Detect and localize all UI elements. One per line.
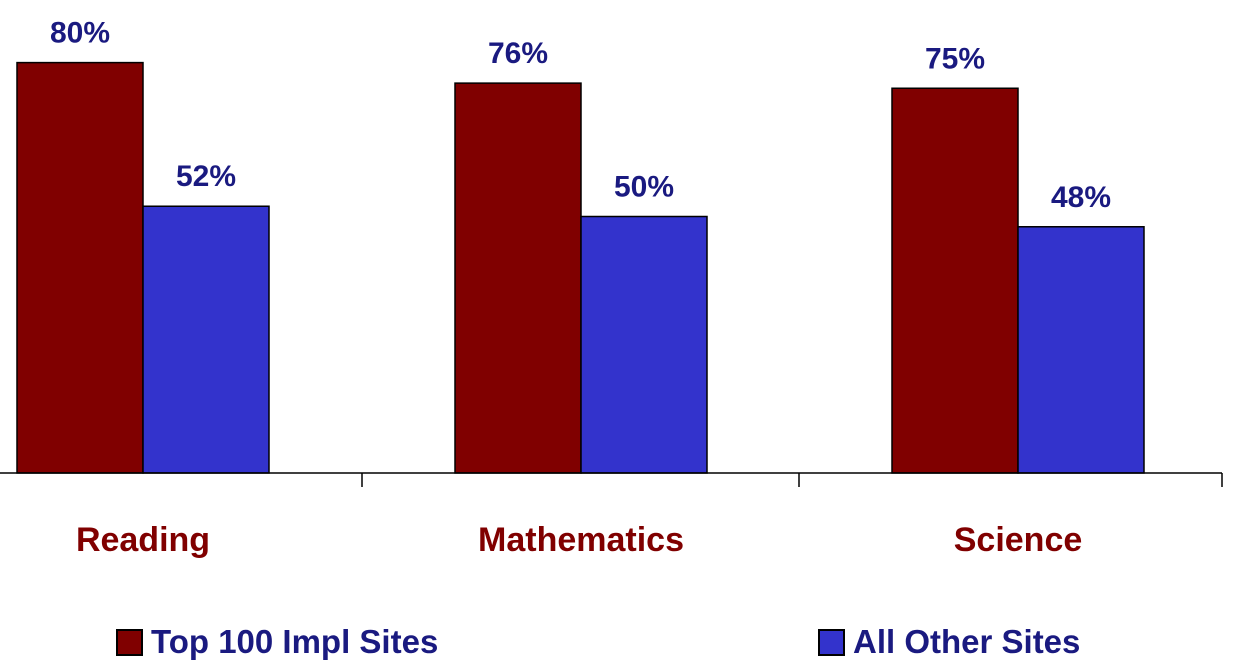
data-label-reading-all-other: 52% (176, 160, 236, 193)
category-label-mathematics: Mathematics (478, 521, 684, 559)
bar-reading-top-100 (16, 61, 144, 474)
legend-label-top-100: Top 100 Impl Sites (151, 623, 439, 660)
data-label-reading-top-100: 80% (50, 17, 110, 50)
legend-swatch-top-100 (116, 628, 143, 656)
legend-item-all-other: All Other Sites (818, 620, 1080, 664)
category-label-reading: Reading (76, 521, 210, 559)
category-label-science: Science (954, 521, 1083, 559)
data-label-science-top-100: 75% (925, 42, 985, 75)
data-label-mathematics-top-100: 76% (488, 37, 548, 70)
bar-science-all-other (1017, 226, 1145, 474)
legend-item-top-100: Top 100 Impl Sites (116, 620, 438, 664)
bar-reading-all-other (142, 205, 270, 474)
data-label-science-all-other: 48% (1051, 181, 1111, 214)
data-label-mathematics-all-other: 50% (614, 171, 674, 204)
bar-mathematics-all-other (580, 215, 708, 474)
bar-mathematics-top-100 (454, 82, 582, 474)
legend-label-all-other: All Other Sites (853, 623, 1081, 660)
bar-science-top-100 (891, 87, 1019, 474)
legend-swatch-all-other (818, 628, 845, 656)
